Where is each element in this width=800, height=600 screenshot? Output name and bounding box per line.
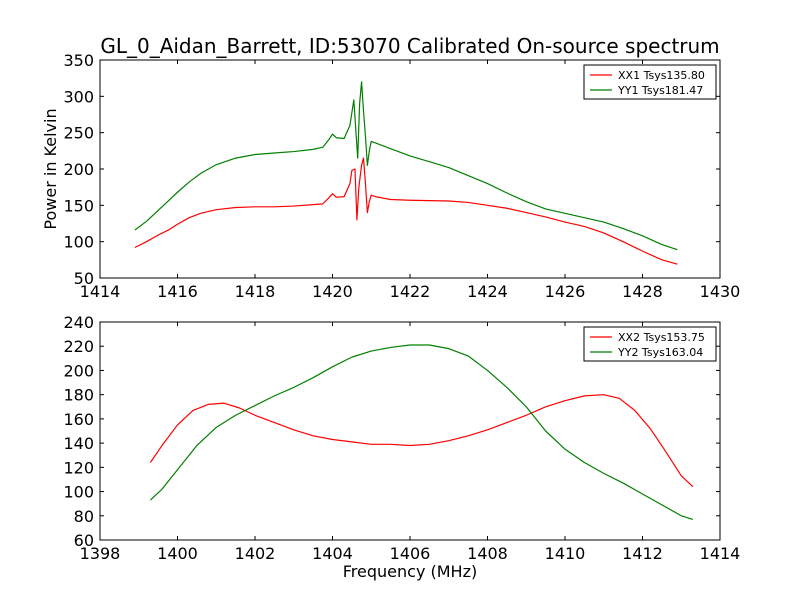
bottom-legend-label-1: XX2 Tsys153.75 bbox=[618, 331, 705, 344]
figure-title: GL_0_Aidan_Barrett, ID:53070 Calibrated … bbox=[100, 34, 719, 58]
bottom-series-line-1 bbox=[149, 394, 694, 488]
bottom-legend-label-2: YY2 Tsys163.04 bbox=[617, 346, 703, 359]
bottom-y-tick-label: 220 bbox=[63, 337, 94, 356]
bottom-x-tick-label: 1414 bbox=[700, 544, 741, 563]
top-y-tick-label: 200 bbox=[63, 160, 94, 179]
bottom-plot: 1398 1400 1402 1404 1406 1408 1410 1412 1414 60 80… bbox=[63, 313, 740, 563]
bottom-x-tick-label: 1410 bbox=[545, 544, 586, 563]
bottom-x-tick-label: 1408 bbox=[467, 544, 508, 563]
top-legend-label-1: XX1 Tsys135.80 bbox=[618, 69, 705, 82]
top-x-tick-label: 1426 bbox=[545, 282, 586, 301]
top-x-tick-label: 1430 bbox=[700, 282, 741, 301]
top-x-tick-label: 1424 bbox=[467, 282, 508, 301]
bottom-y-tick-label: 100 bbox=[63, 483, 94, 502]
top-y-tick-label: 300 bbox=[63, 87, 94, 106]
bottom-y-tick-label: 180 bbox=[63, 386, 94, 405]
top-x-tick-label: 1428 bbox=[622, 282, 663, 301]
bottom-x-tick-label: 1412 bbox=[622, 544, 663, 563]
bottom-x-tick-label: 1402 bbox=[235, 544, 276, 563]
bottom-x-tick-label: 1406 bbox=[390, 544, 431, 563]
top-x-tick-label: 1420 bbox=[312, 282, 353, 301]
bottom-y-tick-label: 200 bbox=[63, 361, 94, 380]
top-series-line-2 bbox=[134, 81, 678, 251]
top-x-tick-label: 1418 bbox=[235, 282, 276, 301]
x-axis-label: Frequency (MHz) bbox=[343, 562, 477, 581]
top-legend: XX1 Tsys135.80 YY1 Tsys181.47 bbox=[583, 64, 717, 100]
top-y-tick-label: 150 bbox=[63, 196, 94, 215]
top-legend-label-2: YY1 Tsys181.47 bbox=[617, 84, 703, 97]
bottom-y-tick-label: 60 bbox=[74, 531, 94, 550]
bottom-legend-box bbox=[583, 326, 717, 362]
y-axis-label: Power in Kelvin bbox=[41, 108, 60, 229]
top-series-line-1 bbox=[134, 157, 678, 265]
top-y-tick-label: 350 bbox=[63, 51, 94, 70]
bottom-x-tick-label: 1404 bbox=[312, 544, 353, 563]
top-plot: 1414 1416 1418 1420 1422 1424 1426 1428 1430 50 10… bbox=[63, 51, 740, 301]
top-y-tick-label: 250 bbox=[63, 124, 94, 143]
top-x-tick-label: 1416 bbox=[157, 282, 198, 301]
bottom-x-tick-label: 1400 bbox=[157, 544, 198, 563]
top-y-tick-label: 50 bbox=[74, 269, 94, 288]
top-x-tick-label: 1422 bbox=[390, 282, 431, 301]
bottom-y-tick-label: 80 bbox=[74, 507, 94, 526]
bottom-y-tick-label: 240 bbox=[63, 313, 94, 332]
bottom-y-tick-label: 160 bbox=[63, 410, 94, 429]
top-y-tick-label: 100 bbox=[63, 233, 94, 252]
top-x-tick-label: 1414 bbox=[80, 282, 121, 301]
bottom-y-tick-label: 140 bbox=[63, 434, 94, 453]
bottom-legend: XX2 Tsys153.75 YY2 Tsys163.04 bbox=[583, 326, 717, 362]
bottom-x-tick-label: 1398 bbox=[80, 544, 121, 563]
bottom-series-line-2 bbox=[149, 344, 694, 520]
top-legend-box bbox=[583, 64, 717, 100]
bottom-y-tick-label: 120 bbox=[63, 458, 94, 477]
